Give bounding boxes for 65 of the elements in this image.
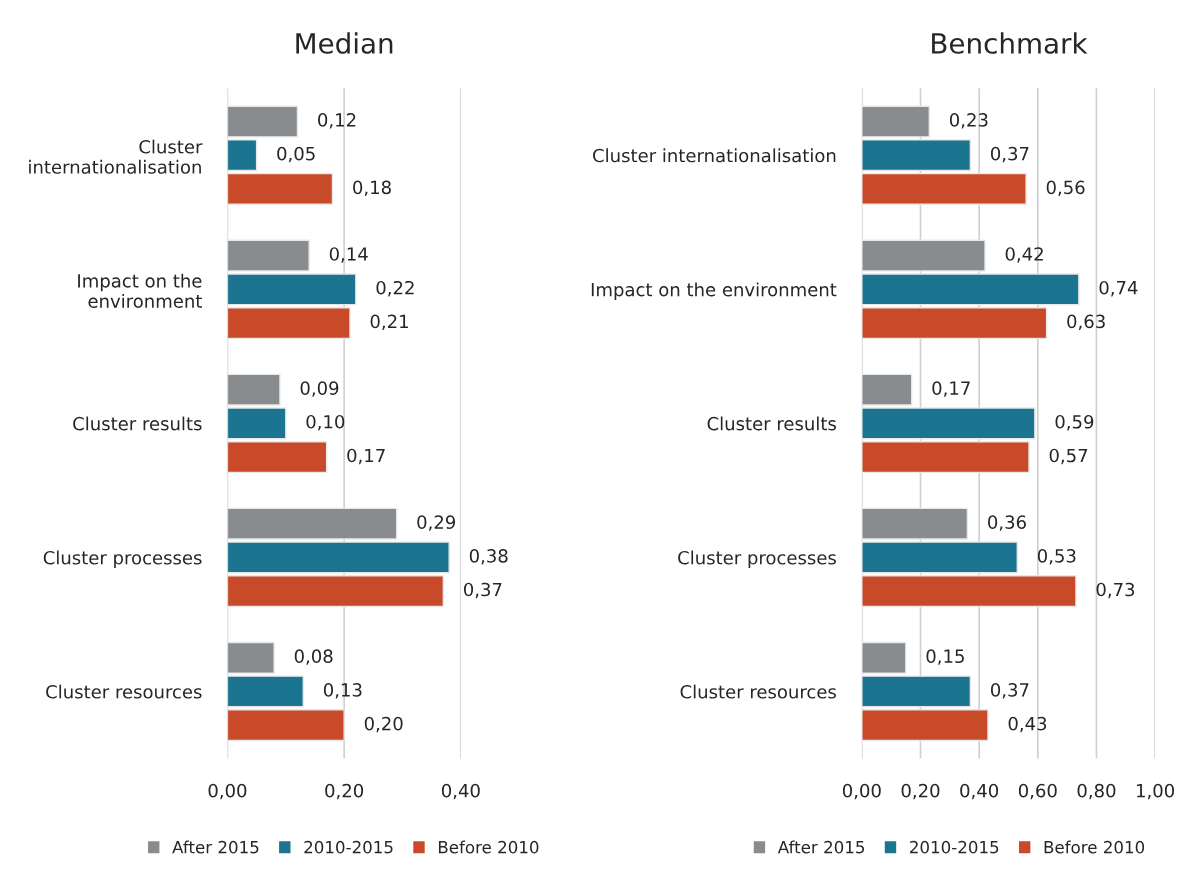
x-tick-label: 0,40 [960, 783, 999, 800]
data-label: 0,57 [1049, 448, 1088, 465]
data-label: 0,63 [1067, 314, 1105, 331]
data-label: 0,17 [932, 381, 970, 397]
data-label: 0,42 [1005, 247, 1043, 263]
y-tick-label: Cluster processes [678, 550, 836, 569]
x-tick-label: 0,00 [208, 783, 247, 800]
legend-label: Before 2010 [1044, 840, 1145, 854]
data-label: 0,17 [347, 448, 385, 465]
bar [861, 172, 1027, 205]
data-label: 0,74 [1099, 280, 1138, 297]
x-tick-label: 0,20 [901, 783, 940, 800]
x-tick-label: 0,80 [1077, 783, 1116, 800]
legend-label: 2010-2015 [304, 840, 393, 854]
y-tick-label: Cluster resources [680, 684, 836, 699]
bar [227, 306, 351, 340]
chart-title: Benchmark [932, 32, 1088, 54]
data-label: 0,56 [1046, 180, 1085, 197]
data-label: 0,37 [990, 683, 1029, 699]
data-label: 0,29 [417, 515, 456, 531]
data-label: 0,21 [370, 314, 408, 331]
data-label: 0,10 [306, 414, 345, 431]
bar [861, 575, 1077, 608]
data-label: 0,18 [353, 180, 391, 197]
x-tick-label: 1,00 [1136, 783, 1175, 800]
y-tick-label: Cluster internationalisation [29, 139, 203, 174]
y-tick-label: Cluster resources [46, 684, 202, 699]
data-label: 0,43 [1008, 716, 1047, 733]
y-tick-label: Cluster processes [43, 550, 202, 569]
data-label: 0,38 [469, 549, 508, 565]
x-tick-label: 0,40 [441, 783, 480, 800]
data-label: 0,36 [988, 515, 1026, 531]
legend-label: 2010-2015 [910, 840, 999, 854]
legend-label: After 2015 [777, 840, 865, 854]
data-label: 0,22 [376, 280, 414, 297]
y-tick-label: Cluster internationalisation [593, 148, 836, 163]
data-label: 0,23 [949, 113, 988, 129]
data-label: 0,15 [926, 649, 964, 665]
y-tick-label: Cluster results [73, 416, 202, 431]
data-label: 0,05 [277, 146, 315, 163]
data-label: 0,53 [1037, 549, 1076, 565]
data-label: 0,20 [364, 716, 403, 733]
y-tick-label: Impact on the environment [591, 282, 837, 300]
data-label: 0,08 [294, 649, 333, 665]
data-label: 0,09 [300, 381, 339, 397]
data-label: 0,12 [318, 113, 356, 129]
legend-label: Before 2010 [438, 840, 539, 854]
y-tick-label: Cluster results [707, 416, 836, 431]
x-tick-label: 0,60 [1018, 783, 1057, 800]
bar [861, 441, 1030, 474]
data-label: 0,59 [1055, 414, 1094, 431]
legend-label: After 2015 [172, 840, 259, 854]
data-label: 0,37 [463, 582, 502, 599]
bar [227, 575, 445, 608]
x-tick-label: 0,20 [325, 783, 364, 800]
bar [227, 172, 334, 205]
bar [861, 306, 1048, 340]
chart-title: Median [296, 32, 393, 54]
x-tick-label: 0,00 [842, 783, 881, 800]
y-tick-label: Impact on the environment [78, 273, 202, 308]
data-label: 0,13 [323, 683, 362, 699]
bar [227, 441, 328, 474]
data-label: 0,73 [1096, 582, 1135, 599]
data-label: 0,37 [990, 146, 1029, 163]
data-label: 0,14 [329, 247, 368, 263]
